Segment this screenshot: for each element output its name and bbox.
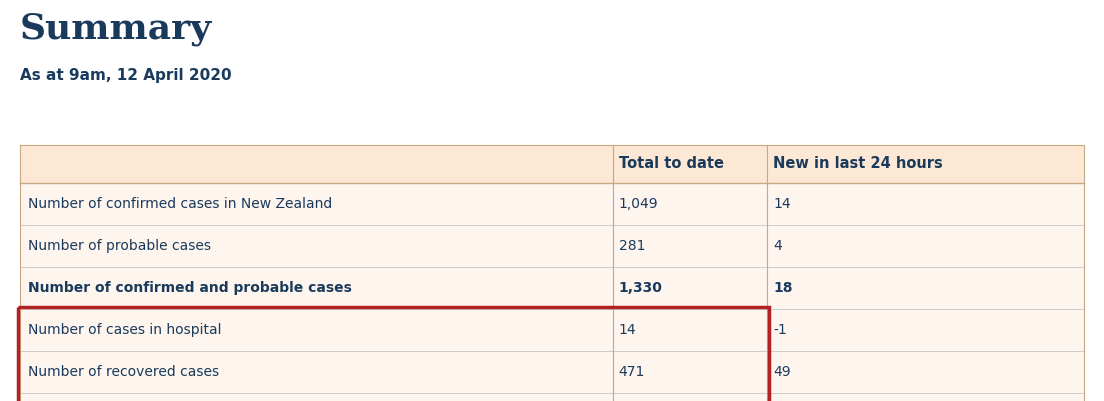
Bar (18, 307, 769, 401)
Bar (20, 309, 1084, 351)
Text: Number of confirmed cases in New Zealand: Number of confirmed cases in New Zealand (28, 197, 332, 211)
Bar (20, 225, 1084, 267)
Bar (20, 183, 1084, 225)
Bar (20, 351, 1084, 393)
Text: -1: -1 (773, 323, 787, 337)
Bar (20, 145, 1084, 401)
Text: 1,049: 1,049 (618, 197, 658, 211)
Text: New in last 24 hours: New in last 24 hours (773, 156, 943, 172)
Text: As at 9am, 12 April 2020: As at 9am, 12 April 2020 (20, 68, 232, 83)
Text: Number of recovered cases: Number of recovered cases (28, 365, 219, 379)
Text: 14: 14 (618, 323, 636, 337)
Bar (20, 145, 1084, 183)
Text: Total to date: Total to date (618, 156, 724, 172)
Text: 14: 14 (773, 197, 790, 211)
Text: 471: 471 (618, 365, 645, 379)
Text: Number of probable cases: Number of probable cases (28, 239, 211, 253)
Text: Summary: Summary (20, 12, 212, 46)
Bar (20, 267, 1084, 309)
Text: Number of confirmed and probable cases: Number of confirmed and probable cases (28, 281, 352, 295)
Text: 1,330: 1,330 (618, 281, 662, 295)
Text: 4: 4 (773, 239, 782, 253)
Text: 49: 49 (773, 365, 790, 379)
Text: 281: 281 (618, 239, 645, 253)
Text: 18: 18 (773, 281, 793, 295)
Bar (20, 393, 1084, 401)
Text: Number of cases in hospital: Number of cases in hospital (28, 323, 222, 337)
